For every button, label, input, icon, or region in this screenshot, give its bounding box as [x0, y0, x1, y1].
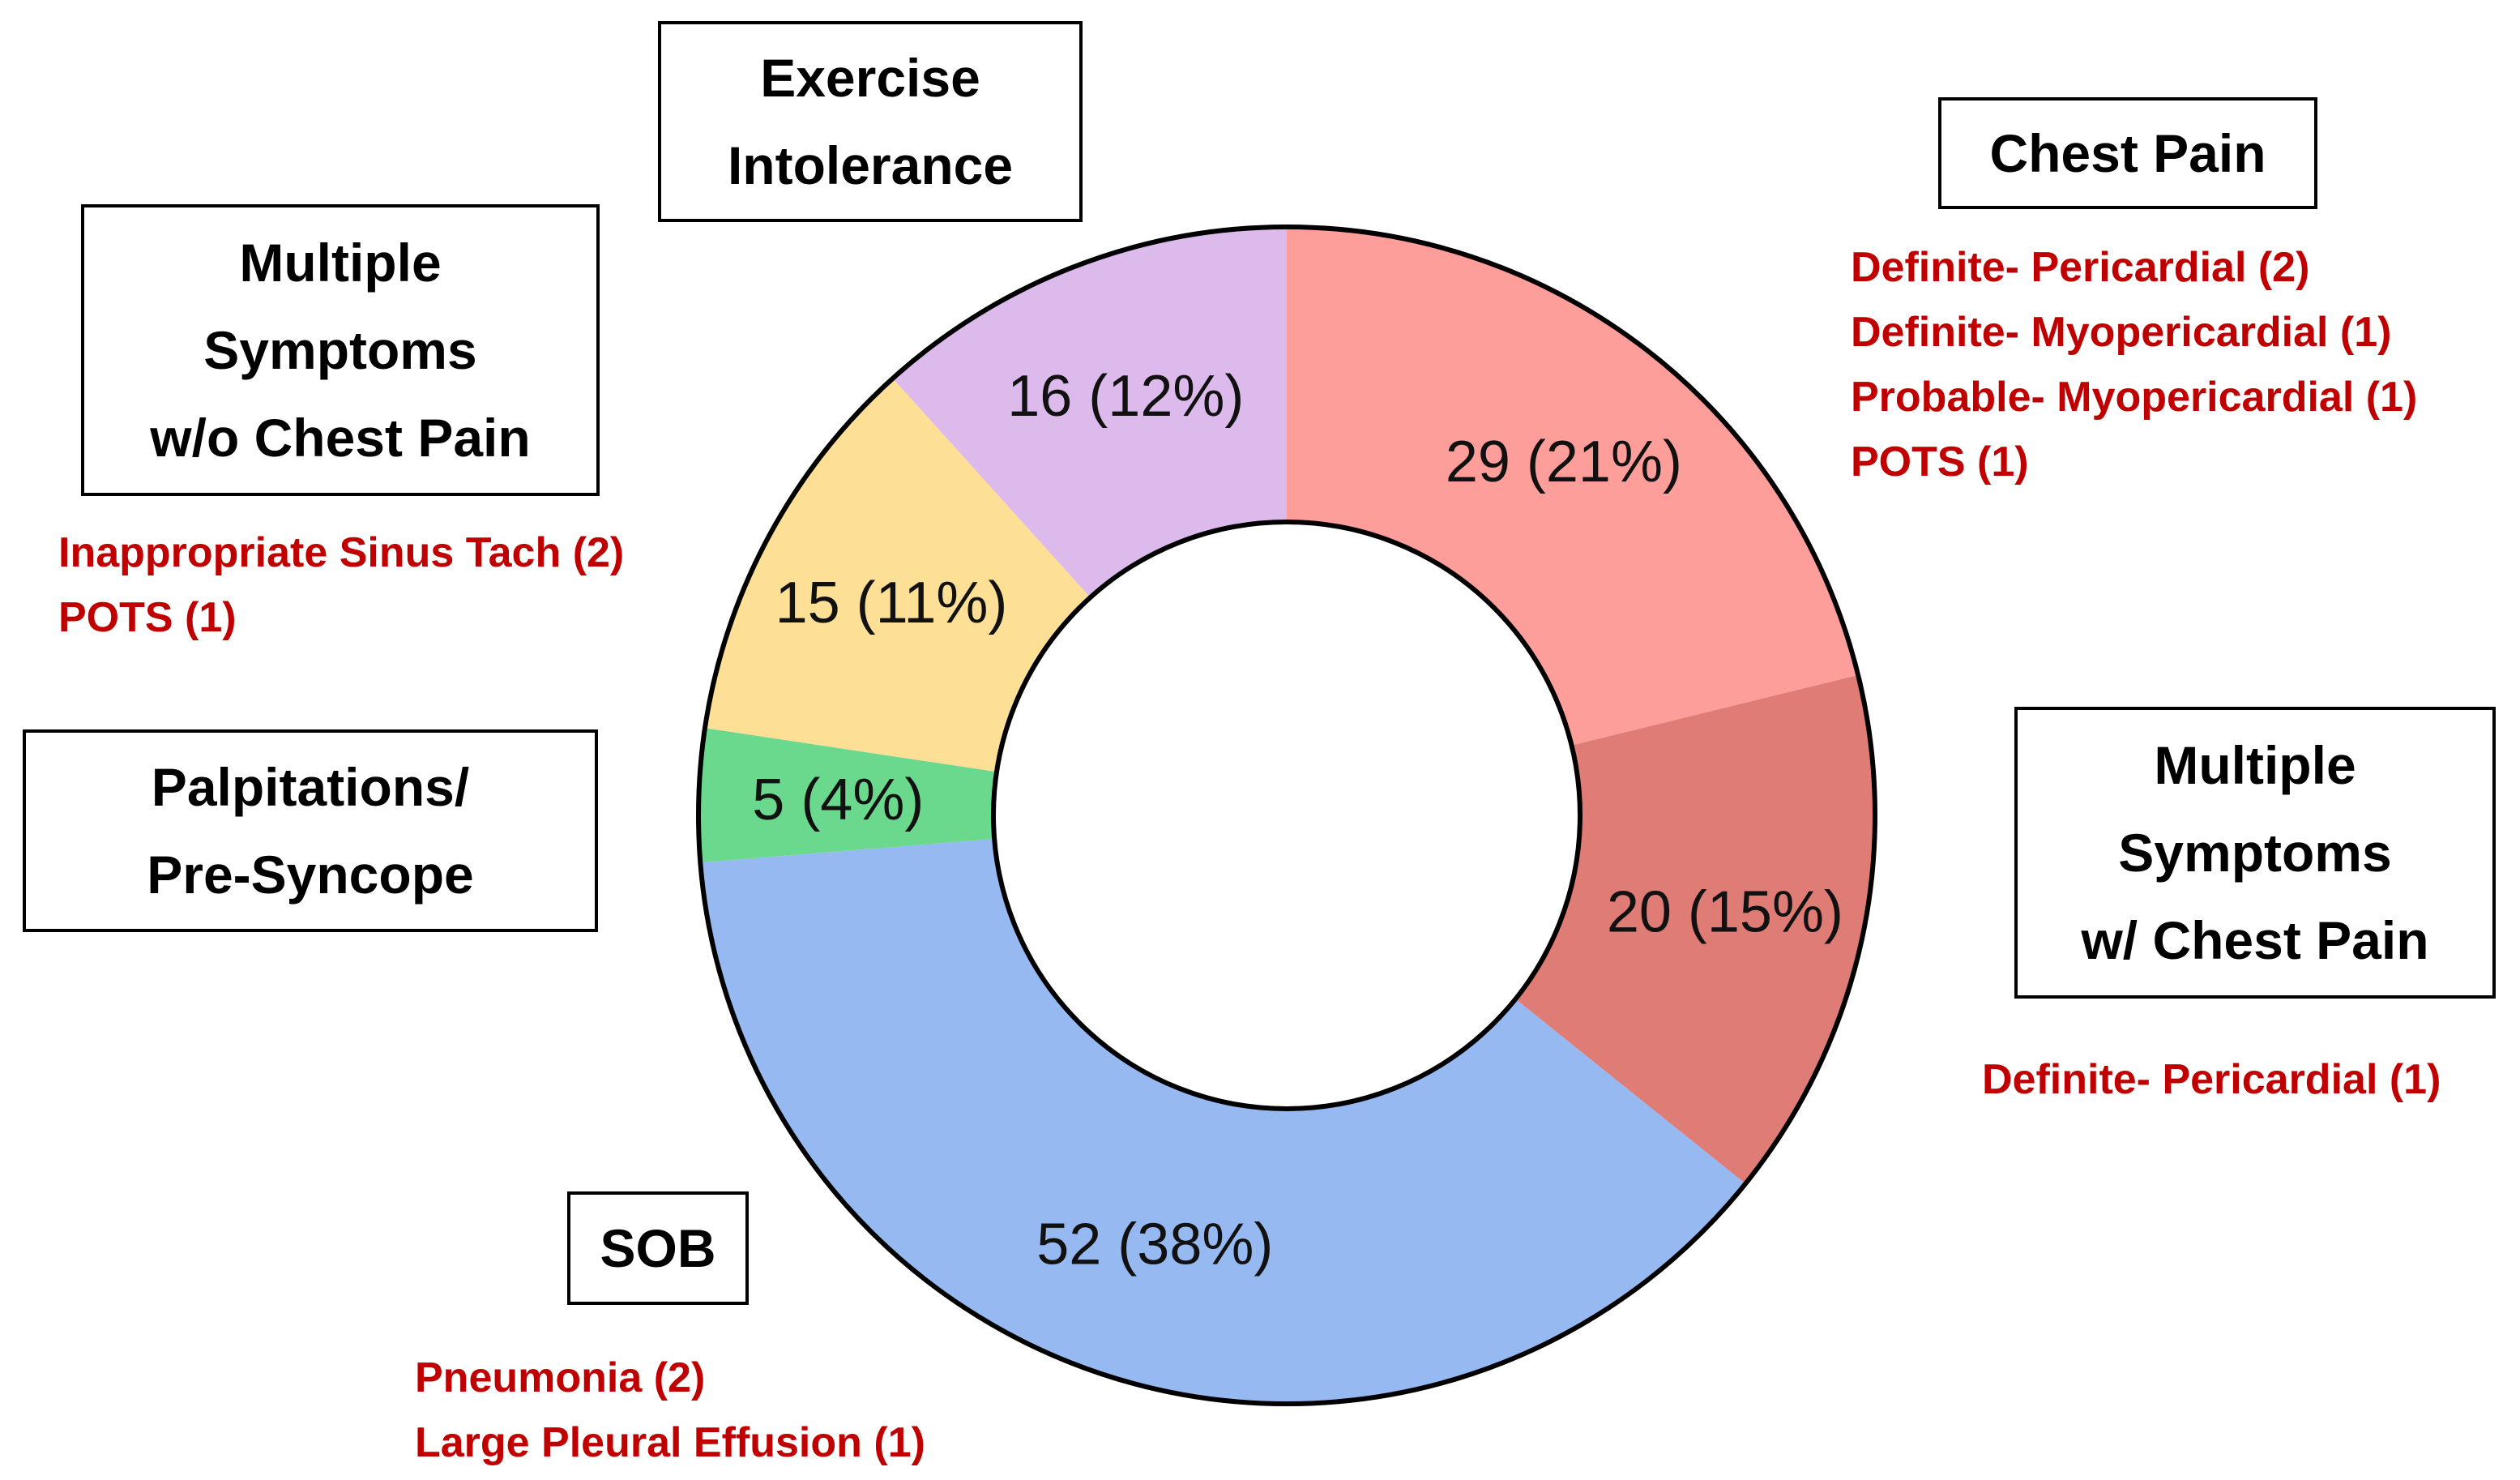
- note-line: Pneumonia (2): [415, 1354, 706, 1401]
- notes-sob: Pneumonia (2) Large Pleural Effusion (1): [415, 1345, 925, 1475]
- note-line: Large Pleural Effusion (1): [415, 1419, 925, 1466]
- donut-inner-outline: [991, 520, 1582, 1111]
- category-line: Symptoms: [203, 320, 477, 380]
- note-line: Probable- Myopericardial (1): [1851, 374, 2418, 421]
- donut-slice-sob: [700, 839, 1746, 1404]
- note-line: POTS (1): [58, 594, 237, 641]
- donut-outer-outline: [696, 225, 1877, 1406]
- slice-value-label-multi-without-cp: 15 (11%): [775, 571, 1008, 635]
- donut-slice-exercise: [892, 227, 1287, 598]
- note-line: Definite- Pericardial (1): [1982, 1056, 2441, 1103]
- slice-value-label-sob: 52 (38%): [1036, 1213, 1273, 1277]
- category-line: Intolerance: [727, 135, 1014, 195]
- category-box-palpitations: Palpitations/ Pre-Syncope: [23, 729, 598, 932]
- category-line: Pre-Syncope: [147, 845, 474, 905]
- slice-value-label-chest-pain: 29 (21%): [1446, 430, 1682, 494]
- category-box-exercise: Exercise Intolerance: [658, 21, 1083, 222]
- category-line: Multiple: [2154, 735, 2356, 795]
- category-box-chest-pain: Chest Pain: [1938, 97, 2317, 209]
- note-line: POTS (1): [1851, 438, 2029, 485]
- donut-slice-multi-without-cp: [705, 378, 1091, 772]
- category-line: w/o Chest Pain: [150, 408, 531, 468]
- slice-value-label-multi-with-cp: 20 (15%): [1607, 880, 1843, 945]
- donut-slice-chest-pain: [1287, 227, 1859, 746]
- note-line: Definite- Pericardial (2): [1851, 244, 2310, 291]
- category-box-multi-without-cp: Multiple Symptoms w/o Chest Pain: [81, 204, 600, 496]
- category-box-sob: SOB: [567, 1191, 749, 1305]
- category-box-multi-with-cp: Multiple Symptoms w/ Chest Pain: [2014, 707, 2496, 999]
- category-line: Palpitations/: [151, 757, 470, 817]
- slice-value-label-palpitations: 5 (4%): [752, 768, 924, 832]
- slice-value-label-exercise: 16 (12%): [1007, 364, 1244, 429]
- category-line: Symptoms: [2118, 823, 2392, 883]
- category-line: w/ Chest Pain: [2081, 910, 2429, 970]
- category-line: SOB: [600, 1218, 716, 1278]
- donut-slice-palpitations: [698, 728, 997, 863]
- note-line: Inappropriate Sinus Tach (2): [58, 529, 625, 576]
- notes-multi-without-cp: Inappropriate Sinus Tach (2) POTS (1): [58, 520, 624, 650]
- category-line: Exercise: [760, 48, 980, 108]
- donut-slice-multi-with-cp: [1515, 674, 1876, 1184]
- notes-multi-with-cp: Definite- Pericardial (1): [1982, 1047, 2441, 1112]
- notes-chest-pain: Definite- Pericardial (2) Definite- Myop…: [1851, 235, 2417, 494]
- note-line: Definite- Myopericardial (1): [1851, 309, 2392, 356]
- category-line: Chest Pain: [1989, 123, 2266, 183]
- category-line: Multiple: [239, 233, 442, 293]
